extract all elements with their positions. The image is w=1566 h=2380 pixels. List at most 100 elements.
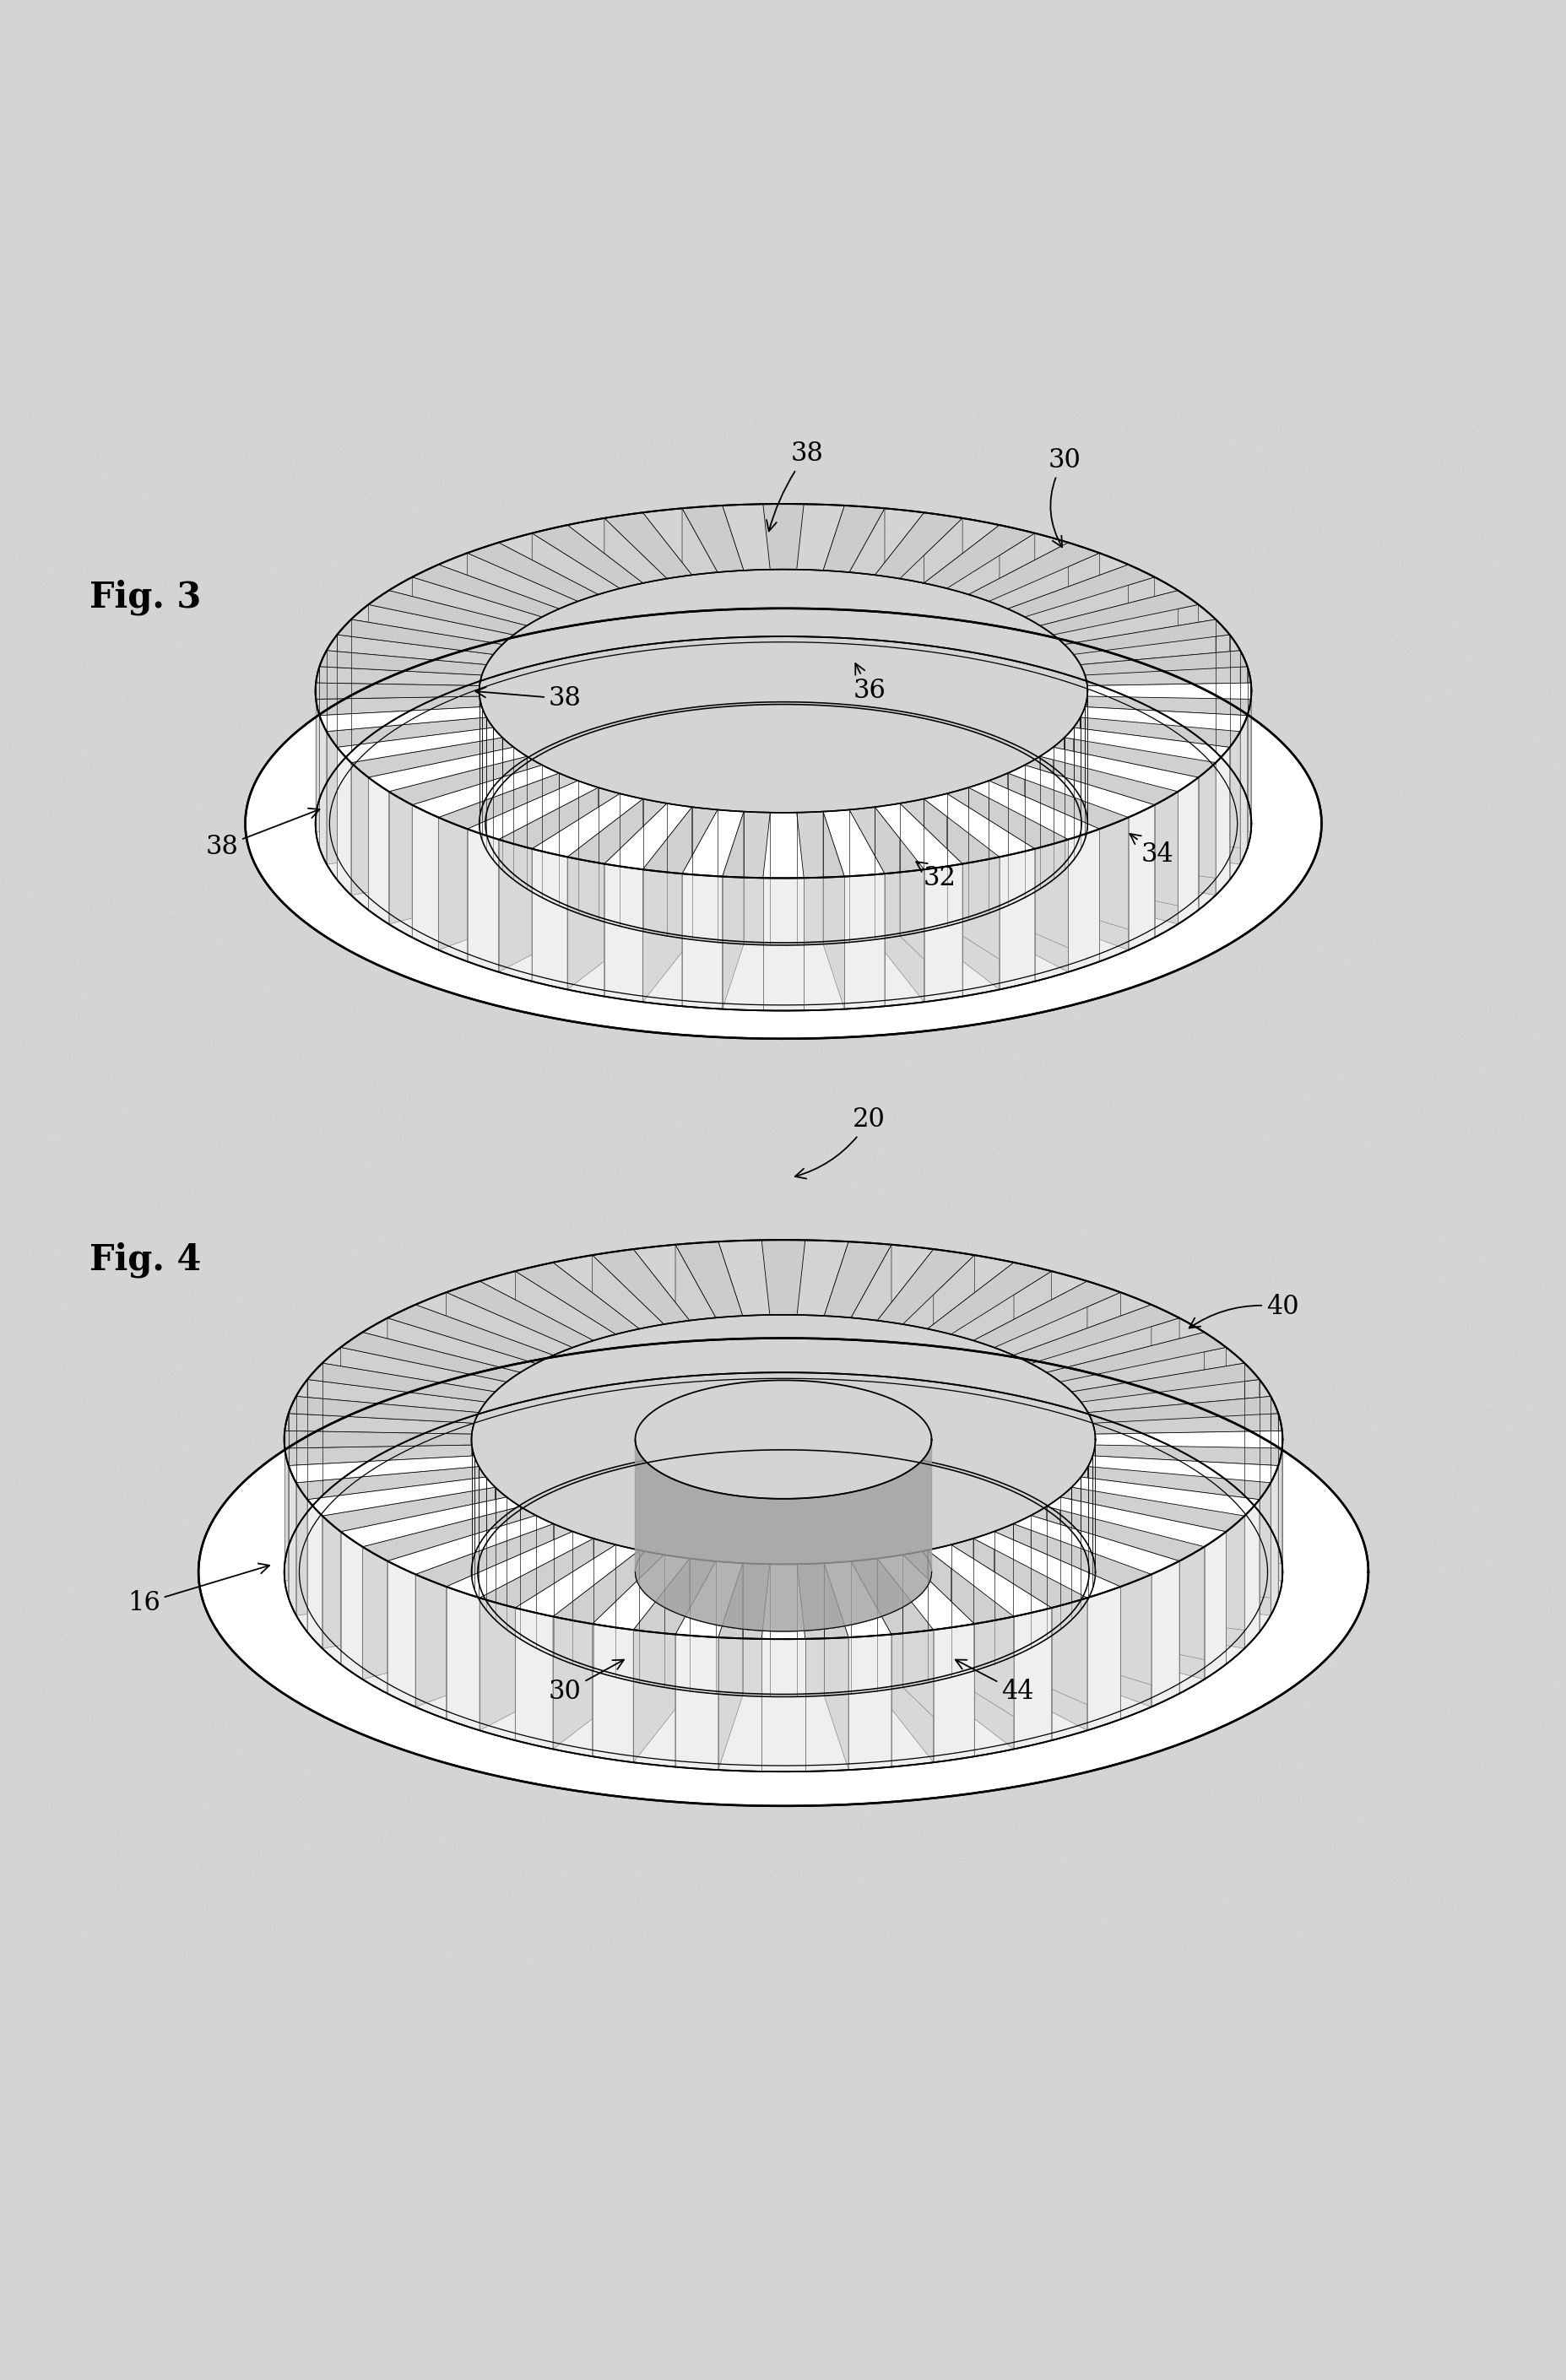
Point xyxy=(1453,1323,1478,1361)
Point xyxy=(1386,1580,1411,1618)
Point xyxy=(476,923,501,962)
Point xyxy=(1071,1123,1096,1161)
Point xyxy=(323,828,348,866)
Point xyxy=(1174,1335,1200,1373)
Point xyxy=(453,950,478,988)
Point xyxy=(944,1147,969,1185)
Point xyxy=(713,459,738,497)
Point xyxy=(694,1326,719,1364)
Point xyxy=(1474,1392,1499,1430)
Point xyxy=(1438,612,1463,650)
Point xyxy=(1261,728,1286,766)
Point xyxy=(113,1488,138,1526)
Point xyxy=(316,895,341,933)
Point xyxy=(1278,1654,1303,1692)
Point xyxy=(810,1047,835,1085)
Point xyxy=(631,1678,656,1716)
Point xyxy=(1148,1154,1173,1192)
Point xyxy=(1262,516,1287,555)
Point xyxy=(348,1585,373,1623)
Point xyxy=(843,726,868,764)
Point xyxy=(77,505,102,543)
Polygon shape xyxy=(924,800,999,990)
Point xyxy=(1289,1811,1314,1849)
Point xyxy=(368,850,393,888)
Point xyxy=(130,1173,155,1211)
Point xyxy=(1503,1499,1528,1537)
Point xyxy=(334,1530,359,1568)
Point xyxy=(1024,778,1049,816)
Point xyxy=(128,402,153,440)
Point xyxy=(669,452,694,490)
Point xyxy=(1148,1697,1173,1735)
Point xyxy=(515,802,540,840)
Point xyxy=(169,1345,194,1383)
Point xyxy=(570,1150,595,1188)
Point xyxy=(1265,1676,1290,1714)
Point xyxy=(1514,562,1539,600)
Point xyxy=(417,1509,442,1547)
Point xyxy=(1334,416,1359,455)
Point xyxy=(982,462,1007,500)
Point xyxy=(41,1764,66,1802)
Point xyxy=(103,935,128,973)
Point xyxy=(977,559,1002,597)
Point xyxy=(703,1190,728,1228)
Point xyxy=(603,1021,628,1059)
Point xyxy=(1096,783,1121,821)
Point xyxy=(1236,942,1261,981)
Point xyxy=(708,414,733,452)
Point xyxy=(210,1787,235,1825)
Point xyxy=(1124,631,1149,669)
Point xyxy=(1530,1752,1555,1790)
Point xyxy=(727,1185,752,1223)
Point xyxy=(1499,1545,1524,1583)
Point xyxy=(307,1371,332,1409)
Point xyxy=(324,919,349,957)
Point xyxy=(410,809,435,847)
Point xyxy=(1449,1549,1474,1587)
Point xyxy=(265,1642,290,1680)
Point xyxy=(161,1373,186,1411)
Point xyxy=(200,519,226,557)
Point xyxy=(1212,600,1237,638)
Point xyxy=(75,1792,100,1830)
Point xyxy=(1084,895,1109,933)
Point xyxy=(969,802,994,840)
Point xyxy=(185,819,210,857)
Point xyxy=(962,976,987,1014)
Point xyxy=(661,1035,686,1073)
Point xyxy=(963,1468,988,1507)
Point xyxy=(1192,1219,1217,1257)
Point xyxy=(1250,1504,1275,1542)
Point xyxy=(257,1892,282,1930)
Point xyxy=(968,1264,993,1302)
Point xyxy=(1398,1514,1423,1552)
Point xyxy=(664,595,689,633)
Point xyxy=(581,1599,606,1637)
Point xyxy=(251,602,276,640)
Point xyxy=(1247,669,1272,707)
Polygon shape xyxy=(968,595,988,733)
Point xyxy=(597,566,622,605)
Point xyxy=(484,835,509,873)
Point xyxy=(1204,707,1229,745)
Point xyxy=(1113,1899,1138,1937)
Point xyxy=(106,802,132,840)
Point xyxy=(949,1211,974,1250)
Point xyxy=(105,1488,130,1526)
Point xyxy=(351,1204,376,1242)
Point xyxy=(534,1921,559,1959)
Point xyxy=(620,1330,645,1368)
Point xyxy=(872,690,897,728)
Point xyxy=(617,514,642,552)
Point xyxy=(1214,1678,1239,1716)
Point xyxy=(1470,1476,1496,1514)
Point xyxy=(927,774,952,812)
Point xyxy=(576,807,601,845)
Point xyxy=(1517,436,1543,474)
Point xyxy=(1436,500,1461,538)
Point xyxy=(531,1390,556,1428)
Point xyxy=(1485,628,1510,666)
Point xyxy=(89,1116,114,1154)
